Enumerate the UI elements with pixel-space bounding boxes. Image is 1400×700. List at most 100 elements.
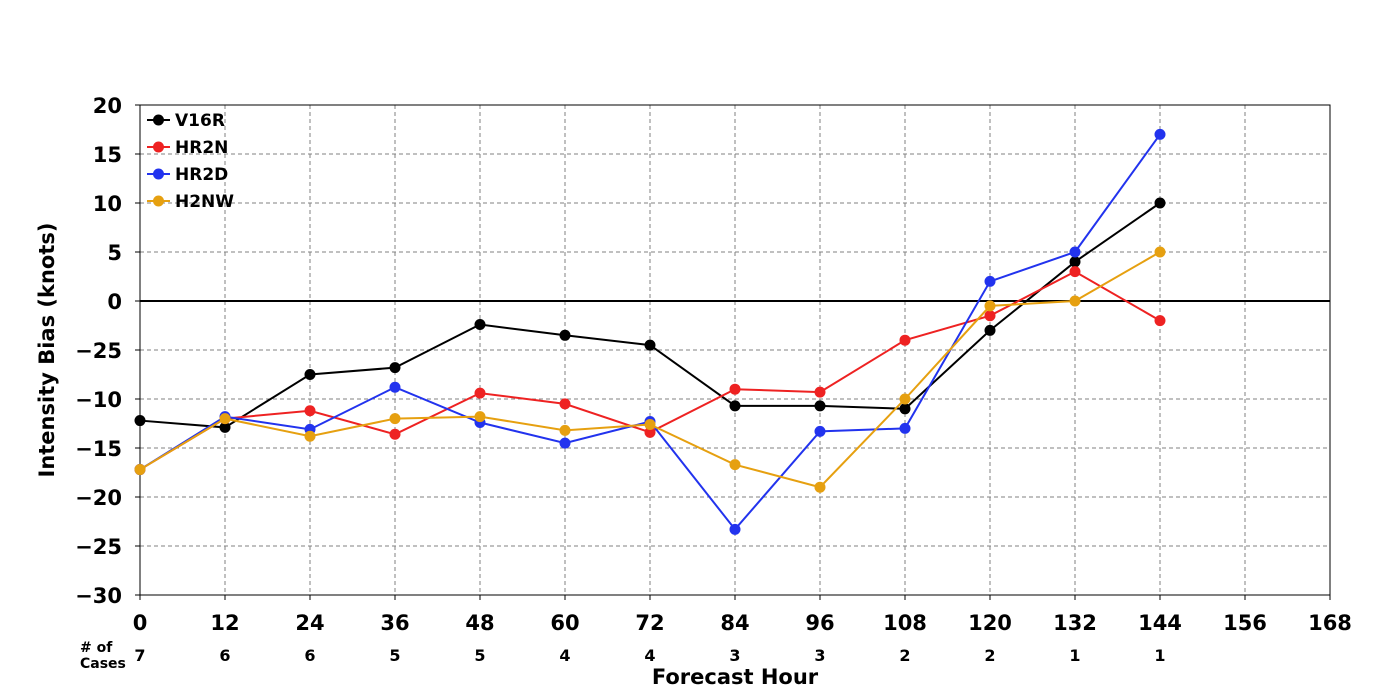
legend-marker <box>153 195 164 207</box>
case-count: 3 <box>729 646 740 665</box>
data-point-h2nw <box>134 464 146 476</box>
data-point-v16r <box>304 369 316 380</box>
grid-lines <box>140 105 1330 595</box>
data-point-v16r <box>1069 256 1081 268</box>
y-tick-label: −30 <box>75 584 122 608</box>
legend-label: HR2D <box>175 165 228 185</box>
data-point-h2nw <box>474 411 486 423</box>
x-axis-label: Forecast Hour <box>652 665 819 689</box>
y-tick-labels: 20 15 10 5 0 −25 −10 −15 −20 −25 −30 <box>75 94 140 608</box>
data-point-v16r <box>474 319 486 331</box>
y-tick-label: −25 <box>75 339 122 363</box>
data-point-v16r <box>559 329 571 341</box>
x-tick-label: 168 <box>1308 611 1352 635</box>
data-point-hr2n <box>1069 266 1081 278</box>
case-count: 2 <box>984 646 995 665</box>
x-tick-label: 144 <box>1138 611 1182 635</box>
y-tick-label: −15 <box>75 437 122 461</box>
data-point-hr2d <box>1154 128 1166 140</box>
legend-label: HR2N <box>175 138 228 158</box>
case-count: 2 <box>899 646 910 665</box>
data-point-v16r <box>1154 197 1166 209</box>
case-count: 6 <box>219 646 230 665</box>
data-point-hr2d <box>984 275 996 287</box>
data-point-hr2d <box>1069 246 1081 258</box>
data-point-h2nw <box>729 459 741 471</box>
y-tick-label: 0 <box>107 290 122 314</box>
legend: V16R HR2N HR2D H2NW <box>147 111 234 212</box>
y-tick-label: 20 <box>93 94 122 118</box>
data-point-h2nw <box>1069 295 1081 307</box>
legend-marker <box>153 168 164 180</box>
case-count: 3 <box>814 646 825 665</box>
case-count: 4 <box>559 646 570 665</box>
case-count: 5 <box>389 646 400 665</box>
data-point-h2nw <box>219 413 231 425</box>
x-tick-label: 156 <box>1223 611 1267 635</box>
data-point-h2nw <box>559 424 571 436</box>
x-tick-label: 12 <box>210 611 239 635</box>
series-v16r <box>134 197 1166 433</box>
x-tick-label: 72 <box>635 611 664 635</box>
case-count: 5 <box>474 646 485 665</box>
data-point-h2nw <box>1154 246 1166 258</box>
legend-label: V16R <box>175 111 225 131</box>
data-point-h2nw <box>984 300 996 312</box>
data-point-hr2d <box>559 437 571 449</box>
data-point-hr2n <box>899 334 911 346</box>
cases-row: # of Cases 7 6 6 5 5 4 4 3 3 2 2 1 1 <box>80 640 1166 672</box>
data-point-h2nw <box>899 393 911 405</box>
case-count: 1 <box>1069 646 1080 665</box>
case-count: 6 <box>304 646 315 665</box>
data-point-hr2n <box>644 426 656 438</box>
data-point-v16r <box>814 400 826 412</box>
data-point-h2nw <box>814 481 826 493</box>
y-tick-label: −25 <box>75 535 122 559</box>
case-count: 4 <box>644 646 655 665</box>
data-point-hr2n <box>729 383 741 395</box>
data-point-v16r <box>729 400 741 412</box>
y-tick-label: 15 <box>93 143 122 167</box>
data-point-v16r <box>644 339 656 351</box>
data-point-h2nw <box>644 418 656 430</box>
data-point-hr2d <box>814 425 826 437</box>
y-axis-label: Intensity Bias (knots) <box>35 223 59 478</box>
legend-item-v16r: V16R <box>147 111 225 131</box>
x-tick-label: 132 <box>1053 611 1097 635</box>
legend-item-h2nw: H2NW <box>147 192 234 212</box>
x-tick-label: 48 <box>465 611 494 635</box>
data-point-v16r <box>389 362 401 374</box>
y-tick-label: −20 <box>75 486 122 510</box>
data-point-h2nw <box>304 430 316 442</box>
x-tick-label: 84 <box>720 611 749 635</box>
case-count: 7 <box>134 646 145 665</box>
data-point-v16r <box>899 403 911 415</box>
y-tick-label: 10 <box>93 192 122 216</box>
legend-item-hr2d: HR2D <box>147 165 228 185</box>
data-point-v16r <box>134 415 146 427</box>
data-point-hr2n <box>1154 315 1166 327</box>
x-tick-label: 60 <box>550 611 579 635</box>
data-point-v16r <box>219 421 231 433</box>
x-tick-label: 0 <box>133 611 148 635</box>
y-tick-label: 5 <box>107 241 122 265</box>
legend-item-hr2n: HR2N <box>147 138 228 158</box>
data-point-hr2d <box>729 523 741 535</box>
data-point-hr2n <box>984 310 996 322</box>
case-count: 1 <box>1154 646 1165 665</box>
series-layer <box>134 128 1166 535</box>
legend-label: H2NW <box>175 192 234 212</box>
data-point-hr2n <box>304 405 316 417</box>
data-point-hr2n <box>814 386 826 398</box>
data-point-hr2d <box>389 381 401 393</box>
x-tick-label: 120 <box>968 611 1012 635</box>
y-tick-label: −10 <box>75 388 122 412</box>
data-point-hr2d <box>899 422 911 434</box>
cases-title: # of Cases <box>80 640 126 672</box>
series-h2nw <box>134 246 1166 493</box>
data-point-v16r <box>984 324 996 336</box>
data-point-hr2n <box>474 387 486 399</box>
data-point-h2nw <box>389 413 401 425</box>
legend-marker <box>153 141 164 153</box>
